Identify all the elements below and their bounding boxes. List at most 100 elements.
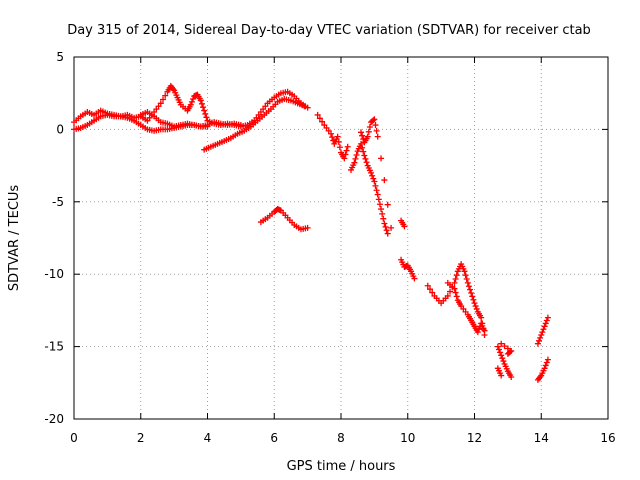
y-axis-label: SDTVAR / TECUs [7, 185, 22, 292]
data-point [335, 138, 342, 145]
data-point [541, 365, 548, 372]
data-point [363, 159, 370, 166]
data-point [429, 289, 436, 296]
data-point [366, 123, 373, 130]
x-tick-label: 4 [204, 431, 212, 445]
data-point [383, 227, 390, 234]
data-point [382, 223, 389, 230]
data-point [536, 337, 543, 344]
data-point [202, 110, 209, 117]
data-point [358, 129, 365, 136]
data-point [452, 276, 459, 283]
data-point [498, 352, 505, 359]
data-point [304, 224, 311, 231]
data-point [381, 220, 388, 227]
data-point [351, 159, 358, 166]
data-point [507, 348, 514, 355]
data-point [369, 172, 376, 179]
data-point [469, 293, 476, 300]
data-point [464, 279, 471, 286]
data-point [481, 327, 488, 334]
data-point [462, 272, 469, 279]
y-tick-label: -5 [52, 195, 64, 209]
data-point [358, 140, 365, 147]
data-point [343, 147, 350, 154]
data-point [336, 144, 343, 151]
data-point [453, 293, 460, 300]
data-point [500, 358, 507, 365]
data-point [201, 107, 208, 114]
data-point [498, 340, 505, 347]
data-point [304, 104, 311, 111]
data-point [374, 133, 381, 140]
data-point [237, 122, 244, 129]
data-point [334, 133, 341, 140]
data-point [467, 286, 474, 293]
data-point [478, 314, 485, 321]
data-points [71, 82, 551, 383]
data-point [497, 349, 504, 356]
data-point [544, 356, 551, 363]
data-point [401, 223, 408, 230]
data-point [498, 372, 505, 379]
data-point [198, 100, 205, 107]
data-point [499, 355, 506, 362]
data-point [544, 314, 551, 321]
data-point [359, 132, 366, 139]
data-point [329, 134, 336, 141]
data-point [388, 224, 395, 231]
data-point [543, 359, 550, 366]
x-tick-label: 2 [137, 431, 145, 445]
data-point [543, 317, 550, 324]
data-point [508, 374, 515, 381]
data-point [187, 101, 194, 108]
data-point [384, 230, 391, 237]
x-axis-label: GPS time / hours [287, 459, 396, 474]
data-point [451, 279, 458, 286]
data-point [541, 323, 548, 330]
x-tick-label: 8 [337, 431, 345, 445]
data-point [411, 275, 418, 282]
data-point [344, 143, 351, 150]
data-point [380, 215, 387, 222]
data-point [379, 210, 386, 217]
data-point [204, 123, 211, 130]
data-point [381, 177, 388, 184]
data-point [319, 118, 326, 125]
data-point [162, 92, 169, 99]
x-tick-label: 12 [467, 431, 482, 445]
data-point [316, 115, 323, 122]
data-point [504, 345, 511, 352]
data-point [373, 127, 380, 134]
data-point [160, 96, 166, 103]
data-point [540, 326, 547, 333]
chart-title: Day 315 of 2014, Sidereal Day-to-day VTE… [67, 23, 591, 38]
x-tick-label: 10 [400, 431, 415, 445]
data-point [301, 103, 308, 110]
data-point [424, 282, 431, 289]
data-point [327, 130, 334, 137]
data-point [203, 114, 210, 121]
data-point [473, 305, 480, 312]
data-point [371, 116, 378, 123]
data-point [200, 104, 207, 111]
data-point [508, 347, 515, 354]
data-point [190, 95, 197, 102]
y-tick-label: -20 [44, 412, 64, 426]
data-point [468, 290, 475, 297]
data-point [444, 292, 451, 299]
data-point [378, 206, 385, 213]
y-tick-label: -15 [44, 340, 64, 354]
data-point [370, 175, 377, 182]
data-point [352, 155, 359, 162]
data-point [342, 151, 349, 158]
data-point [364, 133, 371, 140]
data-point [539, 329, 546, 336]
data-point [370, 117, 377, 124]
data-point [471, 300, 478, 307]
data-point [470, 296, 477, 303]
data-point [376, 201, 383, 208]
data-point [373, 187, 380, 194]
y-tick-label: -10 [44, 267, 64, 281]
data-point [463, 276, 470, 283]
